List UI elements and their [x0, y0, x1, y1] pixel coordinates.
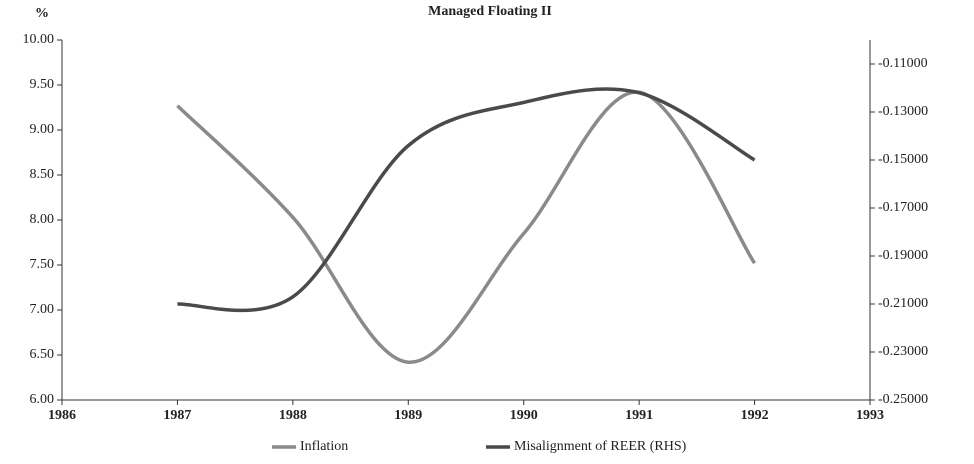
- y2-tick-label: -0.15000: [878, 152, 928, 167]
- chart-title: Managed Floating II: [428, 4, 552, 19]
- y2-tick-label: -0.21000: [878, 296, 928, 311]
- x-tick-label: 1993: [856, 408, 884, 423]
- series-line: [177, 87, 756, 313]
- y-tick-label: 8.50: [30, 167, 55, 182]
- y-tick-label: 6.50: [30, 347, 55, 362]
- y-tick-label: 8.00: [30, 212, 55, 227]
- y2-tick-label: -0.23000: [878, 344, 928, 359]
- x-tick-label: 1988: [279, 408, 307, 423]
- x-tick-label: 1986: [48, 408, 76, 423]
- y-tick-label: 7.50: [30, 257, 55, 272]
- y-tick-label: 9.50: [30, 77, 55, 92]
- y2-tick-label: -0.11000: [878, 56, 928, 71]
- y2-tick-label: -0.13000: [878, 104, 928, 119]
- y-tick-label: 10.00: [23, 32, 55, 47]
- y2-tick-label: -0.25000: [878, 392, 928, 407]
- legend-label: Inflation: [300, 439, 348, 454]
- y2-tick-label: -0.19000: [878, 248, 928, 263]
- x-tick-label: 1992: [741, 408, 769, 423]
- x-tick-label: 1991: [625, 408, 653, 423]
- legend-label: Misalignment of REER (RHS): [514, 439, 687, 454]
- x-tick-label: 1989: [394, 408, 422, 423]
- y2-tick-label: -0.17000: [878, 200, 928, 215]
- x-tick-label: 1987: [163, 408, 191, 423]
- y-tick-label: 7.00: [30, 302, 55, 317]
- series-line: [176, 90, 757, 364]
- y-axis-label: %: [35, 6, 49, 21]
- y-tick-label: 6.00: [30, 392, 55, 407]
- y-tick-label: 9.00: [30, 122, 55, 137]
- x-tick-label: 1990: [510, 408, 538, 423]
